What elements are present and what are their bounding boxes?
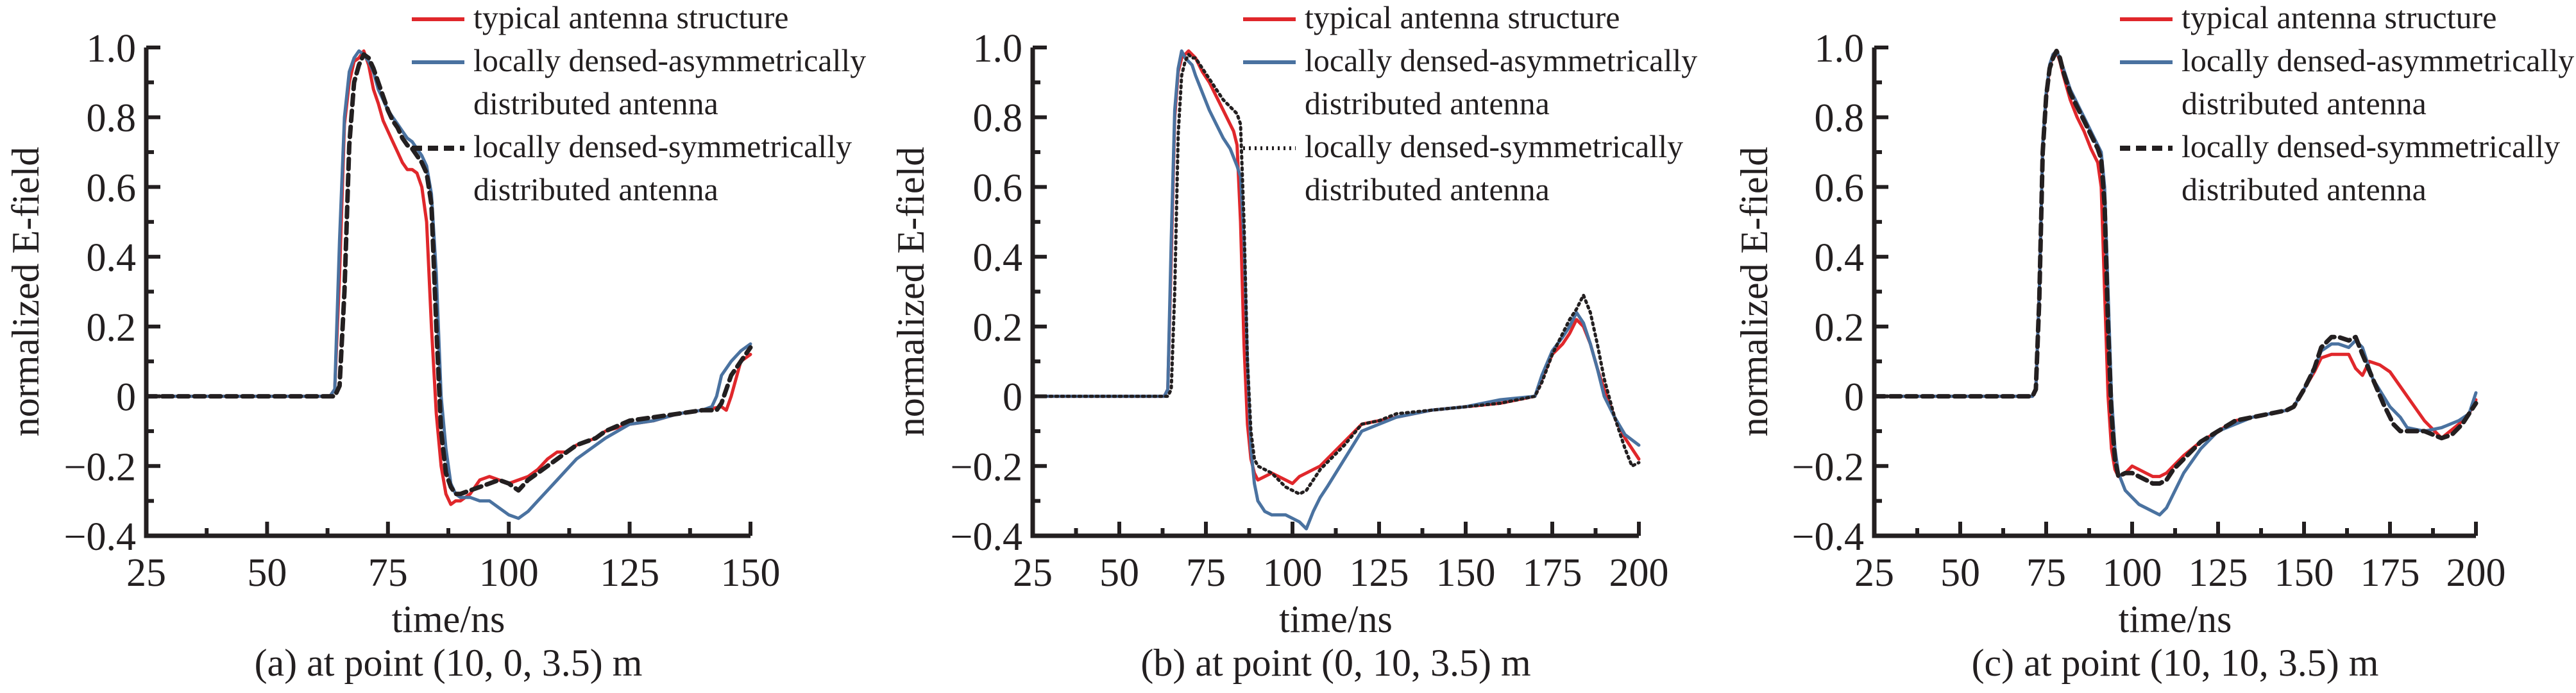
panel-c: 25 50 75 100 125 150 175 200 −0.4 −0.2 0 0.2 0.4 0.6 0…: [1733, 0, 2574, 684]
x-tick-label: 75: [2026, 551, 2066, 595]
y-tick-label: 0.6: [87, 166, 137, 210]
legend-label-sym: distributed antenna: [2182, 171, 2427, 207]
x-tick-label: 150: [1436, 551, 1496, 595]
x-tick-label: 25: [126, 551, 166, 595]
x-tick-label: 50: [1099, 551, 1139, 595]
x-tick-label: 25: [1013, 551, 1053, 595]
x-tick-label: 150: [2275, 551, 2334, 595]
x-tick-label: 200: [2446, 551, 2506, 595]
y-tick-label: −0.2: [64, 445, 136, 489]
panel-caption: (a) at point (10, 0, 3.5) m: [255, 642, 643, 684]
panel-caption: (c) at point (10, 10, 3.5) m: [1972, 642, 2379, 684]
legend: typical antenna structure locally densed-…: [412, 0, 866, 207]
x-tick-label: 125: [1350, 551, 1409, 595]
y-tick-label: 0.4: [973, 236, 1023, 280]
legend-label-asym: distributed antenna: [2182, 85, 2427, 121]
panel-b: 25 50 75 100 125 150 175 200 −0.4 −0.2 0 0.2 0.4 0.6 0…: [890, 0, 1697, 684]
series-line-sym: [1031, 53, 1641, 496]
legend-label-sym: locally densed-symmetrically: [1305, 128, 1683, 164]
x-axis-title: time/ns: [392, 598, 505, 640]
y-tick-label: −0.4: [64, 515, 136, 559]
legend-label-sym: distributed antenna: [1305, 171, 1550, 207]
y-tick-label: 0.4: [87, 236, 137, 280]
legend: typical antenna structure locally densed-…: [2120, 0, 2574, 207]
x-tick-label: 100: [1263, 551, 1323, 595]
x-axis-title: time/ns: [1279, 598, 1393, 640]
y-tick-label: 0.8: [973, 97, 1023, 141]
panel-a: 25 50 75 100 125 150 −0.4 −0.2 0 0.2 0.4 0.6 0.8 1.0 t…: [4, 0, 866, 684]
x-tick-label: 25: [1854, 551, 1894, 595]
x-tick-label: 200: [1609, 551, 1669, 595]
legend-label-asym: locally densed-asymmetrically: [1305, 42, 1697, 78]
legend-label-typical: typical antenna structure: [473, 0, 788, 35]
y-tick-label: 1.0: [87, 27, 137, 71]
x-axis-title: time/ns: [2119, 598, 2232, 640]
y-tick-label: 0.8: [1815, 97, 1865, 141]
y-tick-label: 1.0: [1815, 27, 1865, 71]
legend-label-asym: distributed antenna: [473, 85, 718, 121]
x-tick-label: 150: [721, 551, 781, 595]
y-tick-label: −0.4: [951, 515, 1022, 559]
y-tick-label: 1.0: [973, 27, 1023, 71]
y-tick-label: −0.4: [1792, 515, 1864, 559]
y-tick-label: 0.6: [1815, 166, 1865, 210]
x-tick-label: 75: [1186, 551, 1226, 595]
y-tick-label: −0.2: [951, 445, 1022, 489]
y-tick-label: 0: [1003, 376, 1022, 420]
x-tick-label: 175: [1523, 551, 1582, 595]
x-tick-label: 75: [368, 551, 408, 595]
y-axis-title: normalized E-field: [1733, 147, 1775, 436]
y-tick-label: 0.2: [1815, 306, 1865, 350]
x-tick-label: 100: [479, 551, 539, 595]
x-tick-label: 50: [1940, 551, 1980, 595]
y-tick-label: 0.8: [87, 97, 137, 141]
legend-label-typical: typical antenna structure: [1305, 0, 1620, 35]
x-tick-label: 175: [2360, 551, 2420, 595]
legend-label-sym: locally densed-symmetrically: [473, 128, 852, 164]
y-axis-title: normalized E-field: [890, 147, 932, 436]
series-line-sym: [144, 52, 753, 497]
y-tick-label: 0.4: [1815, 236, 1865, 280]
y-tick-label: 0: [1844, 376, 1864, 420]
y-tick-label: 0.2: [87, 306, 137, 350]
legend-label-sym: locally densed-symmetrically: [2182, 128, 2560, 164]
series-line-typical: [1031, 49, 1641, 485]
legend-label-sym: distributed antenna: [473, 171, 718, 207]
x-tick-label: 125: [2189, 551, 2248, 595]
series-line-asym: [1031, 49, 1641, 531]
legend: typical antenna structure locally densed-…: [1243, 0, 1697, 207]
panel-caption: (b) at point (0, 10, 3.5) m: [1140, 642, 1530, 684]
x-tick-label: 125: [600, 551, 659, 595]
y-axis-title: normalized E-field: [4, 147, 47, 436]
series-line-sym: [1872, 48, 2479, 486]
legend-label-asym: locally densed-asymmetrically: [2182, 42, 2574, 78]
x-tick-label: 100: [2103, 551, 2162, 595]
legend-label-asym: locally densed-asymmetrically: [473, 42, 866, 78]
legend-label-typical: typical antenna structure: [2182, 0, 2496, 35]
y-tick-label: 0: [116, 376, 136, 420]
y-tick-label: 0.6: [973, 166, 1023, 210]
x-tick-label: 50: [247, 551, 287, 595]
y-tick-label: 0.2: [973, 306, 1023, 350]
legend-label-asym: distributed antenna: [1305, 85, 1550, 121]
y-tick-label: −0.2: [1792, 445, 1864, 489]
